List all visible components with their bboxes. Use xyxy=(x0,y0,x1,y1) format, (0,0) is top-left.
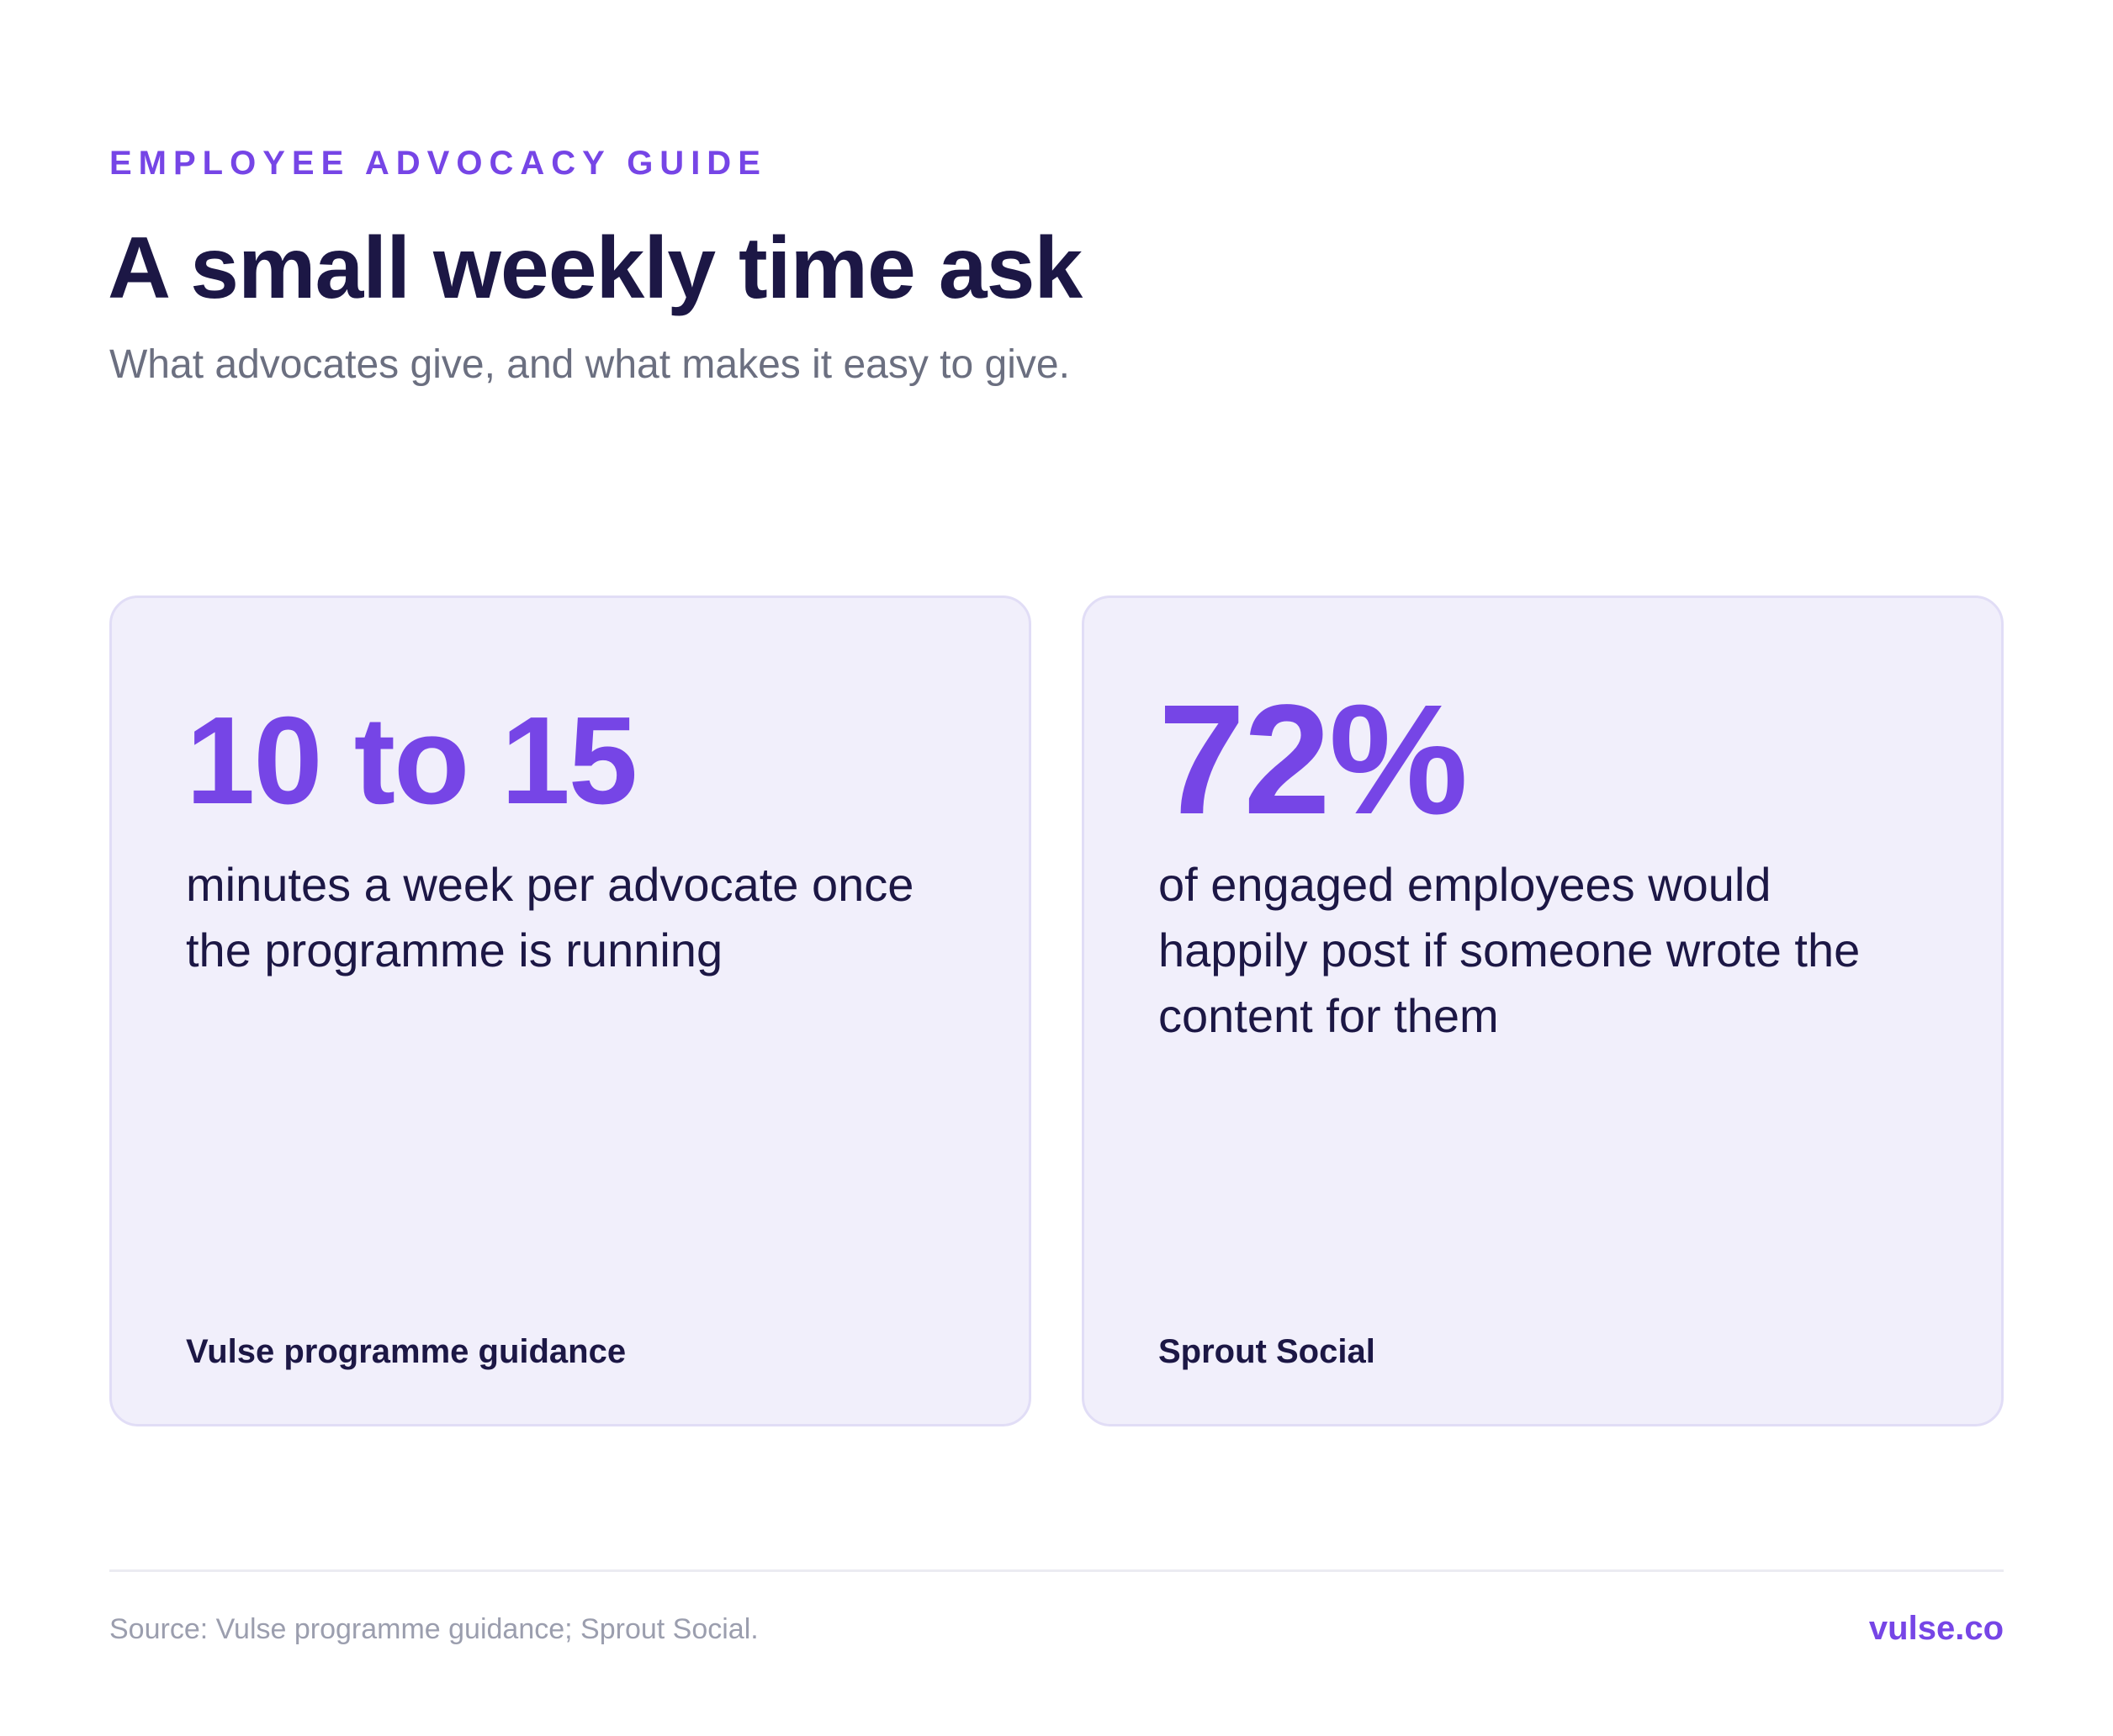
page-subtitle: What advocates give, and what makes it e… xyxy=(109,342,1070,387)
brand-link[interactable]: vulse.co xyxy=(1868,1610,2004,1647)
eyebrow-label: EMPLOYEE ADVOCACY GUIDE xyxy=(109,145,767,182)
stat-source: Sprout Social xyxy=(1158,1333,1375,1370)
footer-source-note: Source: Vulse programme guidance; Sprout… xyxy=(109,1613,759,1645)
stat-description: minutes a week per advocate once the pro… xyxy=(186,858,914,977)
stat-card-percentage: 72% of engaged employees would happily p… xyxy=(1082,595,2004,1426)
stat-value: 72% xyxy=(1158,673,1468,847)
page-title: A small weekly time ask xyxy=(108,220,1083,317)
stat-value: 10 to 15 xyxy=(186,691,638,830)
stat-description: of engaged employees would happily post … xyxy=(1158,858,1861,1042)
footer-divider xyxy=(109,1569,2004,1572)
stat-source: Vulse programme guidance xyxy=(186,1333,627,1370)
stat-card-time: 10 to 15 minutes a week per advocate onc… xyxy=(109,595,1031,1426)
